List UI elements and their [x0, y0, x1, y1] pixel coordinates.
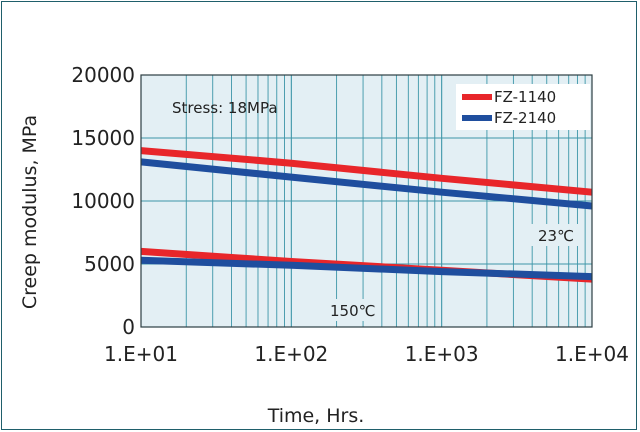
series-line-fz-2140-150c — [140, 256, 593, 281]
series-line-fz-1140-23c — [140, 147, 593, 196]
legend: FZ-1140 FZ-2140 — [456, 84, 590, 130]
x-tick-label: 1.E+02 — [254, 342, 328, 366]
y-axis-label: Creep modulus, MPa — [19, 115, 41, 309]
y-tick-label: 15000 — [71, 126, 135, 150]
temp-high-label-bg — [530, 224, 582, 246]
temp-low-label-bg — [322, 299, 374, 321]
y-tick-label: 5000 — [84, 252, 135, 276]
series-layer — [140, 147, 593, 283]
x-tick-label: 1.E+01 — [104, 342, 178, 366]
plot-border — [140, 74, 593, 328]
legend-box — [456, 84, 590, 130]
x-tick-labels: 1.E+01 1.E+02 1.E+03 1.E+04 — [104, 342, 629, 366]
temp-150c-annotation: 150℃ — [330, 302, 375, 320]
legend-label-fz-2140: FZ-2140 — [494, 109, 556, 127]
x-tick-label: 1.E+03 — [405, 342, 479, 366]
y-tick-label: 20000 — [71, 63, 135, 87]
x-tick-label: 1.E+04 — [555, 342, 629, 366]
y-tick-label: 10000 — [71, 189, 135, 213]
x-axis-label: Time, Hrs. — [267, 405, 365, 427]
y-tick-label: 0 — [122, 315, 135, 339]
series-line-fz-2140-23c — [140, 158, 593, 210]
temp-23c-annotation: 23℃ — [538, 227, 574, 245]
y-tick-labels: 0 5000 10000 15000 20000 — [71, 63, 135, 339]
stress-annotation: Stress: 18MPa — [172, 99, 278, 117]
legend-label-fz-1140: FZ-1140 — [494, 88, 556, 106]
